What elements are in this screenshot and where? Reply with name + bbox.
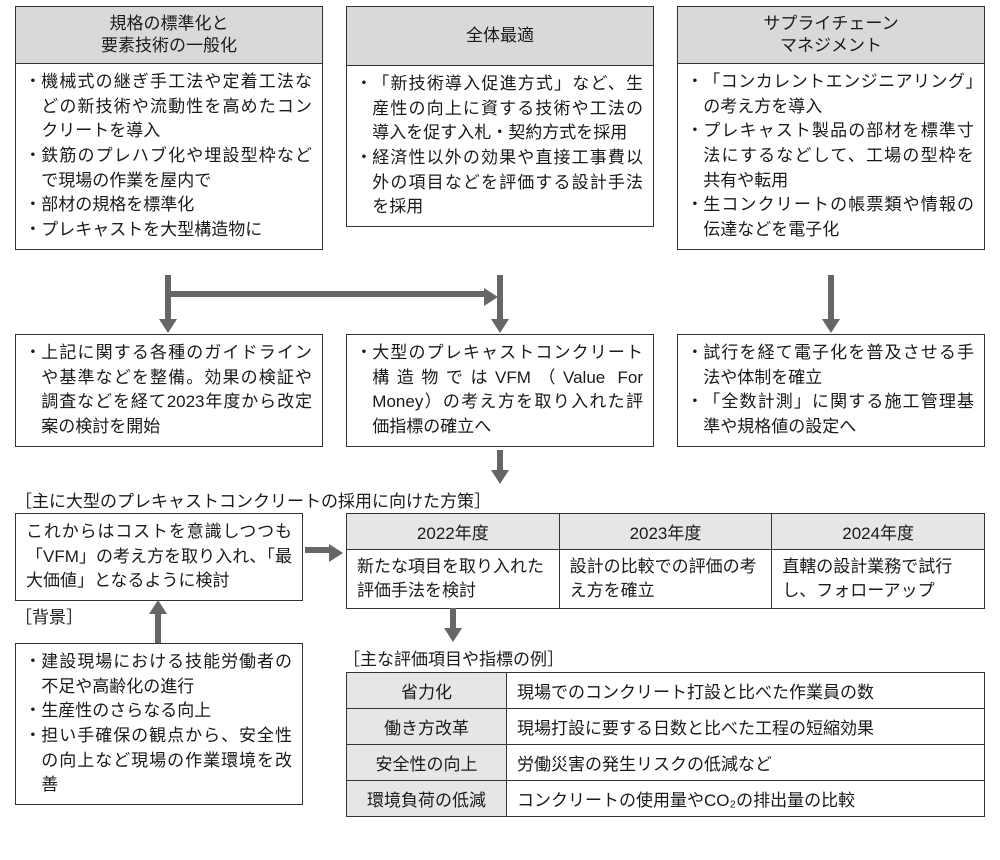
arrow-up-icon: [149, 600, 167, 614]
box-scm: サプライチェーンマネジメント 「コンカレントエンジニアリング」の考え方を導入 プ…: [677, 6, 985, 250]
arrow-right-icon: [484, 288, 498, 306]
box-optimization-body: 「新技術導入促進方式」など、生産性の向上に資する技術や工法の導入を促す入札・契約…: [347, 66, 653, 226]
eval-key: 環境負荷の低減: [347, 781, 507, 817]
box-mid-scm-list: 試行を経て電子化を普及させる手法や体制を確立 「全数計測」に関する施工管理基準や…: [688, 341, 974, 440]
eval-value: コンクリートの使用量やCO₂の排出量の比較: [507, 781, 985, 817]
arrow-segment: [155, 613, 161, 643]
arrow-down-icon: [822, 319, 840, 333]
timeline-cell: 新たな項目を取り入れた評価手法を検討: [347, 550, 560, 609]
table-row: 働き方改革 現場打設に要する日数と比べた工程の短縮効果: [347, 709, 985, 745]
arrow-right-icon: [329, 544, 343, 562]
box-mid-opt: 大型のプレキャストコンクリート構造物ではVFM（Value For Money）…: [346, 334, 654, 447]
box-scm-body: 「コンカレントエンジニアリング」の考え方を導入 プレキャスト製品の部材を標準寸法…: [678, 64, 984, 248]
eval-value: 労働災害の発生リスクの低減など: [507, 745, 985, 781]
list-item: 担い手確保の観点から、安全性の向上など現場の作業環境を改善: [26, 724, 292, 798]
list-item: 生産性のさらなる向上: [26, 699, 292, 724]
arrow-segment: [305, 547, 331, 553]
list-item: 鉄筋のプレハブ化や埋設型枠などで現場の作業を屋内で: [26, 144, 312, 193]
timeline-cell: 設計の比較での評価の考え方を確立: [559, 550, 772, 609]
list-item: 建設現場における技能労働者の不足や高齢化の進行: [26, 650, 292, 699]
arrow-segment: [450, 608, 456, 630]
list-item: 「コンカレントエンジニアリング」の考え方を導入: [688, 70, 974, 119]
arrow-down-icon: [159, 319, 177, 333]
arrow-segment: [168, 291, 486, 297]
box-standardization-header: 規格の標準化と要素技術の一般化: [16, 7, 322, 64]
list-item: 機械式の継ぎ手工法や定着工法などの新技術や流動性を高めたコンクリートを導入: [26, 70, 312, 144]
eval-table: 省力化 現場でのコンクリート打設と比べた作業員の数 働き方改革 現場打設に要する…: [346, 672, 985, 817]
table-row: 2022年度 2023年度 2024年度: [347, 514, 985, 550]
list-item: 部材の規格を標準化: [26, 193, 312, 218]
box-standardization-list: 機械式の継ぎ手工法や定着工法などの新技術や流動性を高めたコンクリートを導入 鉄筋…: [26, 70, 312, 242]
list-item: 上記に関する各種のガイドラインや基準などを整備。効果の検証や調査などを経て202…: [26, 341, 312, 440]
section-label-methods: ［主に大型のプレキャストコンクリートの採用に向けた方策］: [15, 487, 491, 512]
box-optimization-header: 全体最適: [347, 7, 653, 66]
section-label-eval: ［主な評価項目や指標の例］: [343, 645, 564, 670]
arrow-down-icon: [491, 470, 509, 484]
list-item: 試行を経て電子化を普及させる手法や体制を確立: [688, 341, 974, 390]
box-vfm: これからはコストを意識しつつも「VFM」の考え方を取り入れ、「最大価値」となるよ…: [15, 513, 303, 601]
box-background-list: 建設現場における技能労働者の不足や高齢化の進行 生産性のさらなる向上 担い手確保…: [26, 650, 292, 798]
box-standardization: 規格の標準化と要素技術の一般化 機械式の継ぎ手工法や定着工法などの新技術や流動性…: [15, 6, 323, 250]
list-item: 「全数計測」に関する施工管理基準や規格値の設定へ: [688, 390, 974, 439]
arrow-segment: [497, 450, 503, 472]
timeline-header: 2023年度: [559, 514, 772, 550]
box-optimization-list: 「新技術導入促進方式」など、生産性の向上に資する技術や工法の導入を促す入札・契約…: [357, 72, 643, 220]
box-scm-header: サプライチェーンマネジメント: [678, 7, 984, 64]
timeline-header: 2022年度: [347, 514, 560, 550]
box-mid-std-list: 上記に関する各種のガイドラインや基準などを整備。効果の検証や調査などを経て202…: [26, 341, 312, 440]
timeline-table: 2022年度 2023年度 2024年度 新たな項目を取り入れた評価手法を検討 …: [346, 513, 985, 609]
section-label-background: ［背景］: [15, 603, 83, 628]
box-scm-list: 「コンカレントエンジニアリング」の考え方を導入 プレキャスト製品の部材を標準寸法…: [688, 70, 974, 242]
list-item: 経済性以外の効果や直接工事費以外の項目などを評価する設計手法を採用: [357, 146, 643, 220]
box-standardization-body: 機械式の継ぎ手工法や定着工法などの新技術や流動性を高めたコンクリートを導入 鉄筋…: [16, 64, 322, 248]
arrow-down-icon: [444, 628, 462, 642]
arrow-down-icon: [491, 319, 509, 333]
eval-key: 働き方改革: [347, 709, 507, 745]
eval-value: 現場打設に要する日数と比べた工程の短縮効果: [507, 709, 985, 745]
box-optimization: 全体最適 「新技術導入促進方式」など、生産性の向上に資する技術や工法の導入を促す…: [346, 6, 654, 227]
list-item: プレキャストを大型構造物に: [26, 218, 312, 243]
list-item: 生コンクリートの帳票類や情報の伝達などを電子化: [688, 193, 974, 242]
box-background: 建設現場における技能労働者の不足や高齢化の進行 生産性のさらなる向上 担い手確保…: [15, 643, 303, 805]
timeline-cell: 直轄の設計業務で試行し、フォローアップ: [772, 550, 985, 609]
arrow-segment: [497, 275, 503, 321]
list-item: 「新技術導入促進方式」など、生産性の向上に資する技術や工法の導入を促す入札・契約…: [357, 72, 643, 146]
table-row: 安全性の向上 労働災害の発生リスクの低減など: [347, 745, 985, 781]
arrow-segment: [828, 275, 834, 321]
eval-key: 安全性の向上: [347, 745, 507, 781]
arrow-segment: [165, 275, 171, 321]
table-row: 省力化 現場でのコンクリート打設と比べた作業員の数: [347, 673, 985, 709]
eval-key: 省力化: [347, 673, 507, 709]
box-mid-std: 上記に関する各種のガイドラインや基準などを整備。効果の検証や調査などを経て202…: [15, 334, 323, 447]
table-row: 環境負荷の低減 コンクリートの使用量やCO₂の排出量の比較: [347, 781, 985, 817]
box-mid-opt-list: 大型のプレキャストコンクリート構造物ではVFM（Value For Money）…: [357, 341, 643, 440]
eval-value: 現場でのコンクリート打設と比べた作業員の数: [507, 673, 985, 709]
box-mid-scm: 試行を経て電子化を普及させる手法や体制を確立 「全数計測」に関する施工管理基準や…: [677, 334, 985, 447]
timeline-header: 2024年度: [772, 514, 985, 550]
list-item: 大型のプレキャストコンクリート構造物ではVFM（Value For Money）…: [357, 341, 643, 440]
table-row: 新たな項目を取り入れた評価手法を検討 設計の比較での評価の考え方を確立 直轄の設…: [347, 550, 985, 609]
list-item: プレキャスト製品の部材を標準寸法にするなどして、工場の型枠を共有や転用: [688, 119, 974, 193]
